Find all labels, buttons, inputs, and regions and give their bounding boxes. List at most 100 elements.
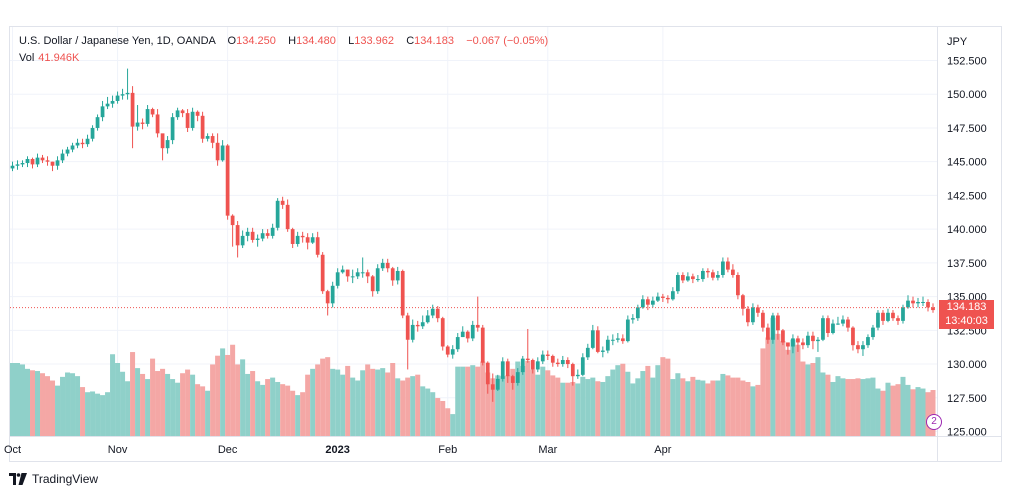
volume-bar bbox=[360, 370, 366, 436]
volume-bar bbox=[215, 355, 221, 436]
candle-body bbox=[525, 358, 530, 360]
volume-bar bbox=[180, 373, 186, 436]
candle-body bbox=[911, 300, 915, 304]
candle-body bbox=[105, 103, 110, 107]
volume-bar bbox=[125, 381, 131, 436]
volume-bar bbox=[615, 365, 621, 436]
volume-bar bbox=[710, 380, 716, 436]
volume-bar bbox=[715, 380, 721, 436]
candle-body bbox=[595, 330, 600, 352]
candle-body bbox=[530, 359, 535, 370]
volume-bar bbox=[265, 379, 271, 436]
event-badge[interactable]: 2 bbox=[926, 414, 942, 430]
candle-body bbox=[620, 338, 625, 342]
volume-bar bbox=[845, 379, 851, 436]
volume-bar bbox=[140, 373, 146, 436]
volume-bar bbox=[780, 341, 786, 436]
volume-bar bbox=[175, 382, 181, 436]
volume-bar bbox=[225, 354, 231, 436]
volume-bar bbox=[425, 388, 431, 436]
symbol-title[interactable]: U.S. Dollar / Japanese Yen, 1D, OANDA bbox=[19, 35, 216, 47]
volume-bar bbox=[805, 364, 811, 436]
volume-bar bbox=[25, 368, 31, 436]
candle-body bbox=[45, 160, 50, 162]
candle-body bbox=[360, 272, 365, 274]
volume-bar bbox=[300, 392, 306, 436]
candle-body bbox=[250, 231, 255, 240]
candle-body bbox=[295, 235, 300, 244]
candle-body bbox=[375, 268, 380, 292]
volume-bar bbox=[435, 398, 441, 436]
volume-label[interactable]: Vol bbox=[19, 52, 35, 64]
open-label: O bbox=[227, 35, 237, 47]
volume-bar bbox=[155, 371, 161, 436]
candle-body bbox=[871, 327, 875, 338]
candles bbox=[10, 68, 937, 402]
candle-body bbox=[365, 272, 370, 277]
volume-bar bbox=[600, 381, 606, 436]
volume-bar bbox=[880, 390, 886, 436]
volume-bar bbox=[45, 376, 51, 436]
volume-bar bbox=[640, 371, 646, 436]
candle-body bbox=[861, 345, 865, 350]
volume-bar bbox=[820, 372, 826, 436]
volume-bar bbox=[475, 366, 481, 436]
volume-bar bbox=[815, 357, 821, 436]
volume-bar bbox=[290, 390, 296, 436]
footer[interactable]: TradingView bbox=[9, 472, 98, 486]
candle-body bbox=[846, 319, 850, 328]
candle-body bbox=[300, 235, 305, 238]
volume-bar bbox=[670, 379, 676, 436]
candle-body bbox=[135, 122, 140, 127]
volume-bar bbox=[380, 368, 386, 436]
candle-body bbox=[410, 324, 415, 340]
volume-bar bbox=[840, 378, 846, 436]
candle-body bbox=[550, 355, 555, 363]
volume-bar bbox=[35, 371, 41, 436]
candle-body bbox=[836, 323, 840, 325]
volume-bar bbox=[765, 337, 771, 436]
candle-body bbox=[210, 136, 215, 143]
volume-bar bbox=[605, 376, 611, 436]
candle-body bbox=[195, 111, 200, 116]
y-tick-label: 147.500 bbox=[947, 123, 987, 135]
candle-body bbox=[75, 142, 80, 146]
candle-body bbox=[345, 269, 350, 277]
y-tick-label: 140.000 bbox=[947, 224, 987, 236]
candle-body bbox=[65, 149, 70, 154]
candle-body bbox=[140, 122, 145, 124]
candle-body bbox=[405, 315, 410, 340]
candle-body bbox=[831, 323, 835, 334]
change-value: −0.067 (−0.05%) bbox=[466, 35, 549, 47]
candle-body bbox=[205, 136, 210, 139]
candle-body bbox=[150, 109, 155, 115]
candle-body bbox=[30, 158, 35, 165]
x-tick-label: 2023 bbox=[325, 444, 349, 456]
volume-bar bbox=[490, 378, 496, 436]
candle-body bbox=[866, 337, 870, 346]
volume-bar bbox=[420, 386, 426, 436]
volume-bar bbox=[925, 392, 931, 436]
x-tick-label: Apr bbox=[654, 444, 671, 456]
volume-bar bbox=[195, 384, 201, 436]
volume-bar bbox=[80, 387, 86, 436]
volume-bar bbox=[665, 358, 671, 436]
low-value: 133.962 bbox=[354, 35, 394, 47]
volume-bar bbox=[690, 376, 696, 436]
candle-body bbox=[465, 331, 470, 339]
x-tick-label: Feb bbox=[438, 444, 457, 456]
axes: 152.500 150.000 147.500 145.000 142.500 140.0… bbox=[4, 27, 1002, 462]
candle-body bbox=[685, 276, 690, 281]
volume-bar bbox=[630, 383, 636, 436]
volume-bar bbox=[150, 358, 156, 436]
candle-body bbox=[610, 339, 615, 341]
volume-bar bbox=[450, 414, 456, 436]
volume-bar bbox=[830, 381, 836, 436]
volume-bar bbox=[15, 363, 21, 436]
candle-body bbox=[25, 158, 30, 164]
volume-bar bbox=[555, 377, 561, 436]
volume-bar bbox=[280, 384, 286, 436]
volume-bar bbox=[790, 339, 796, 436]
candle-body bbox=[580, 357, 585, 375]
